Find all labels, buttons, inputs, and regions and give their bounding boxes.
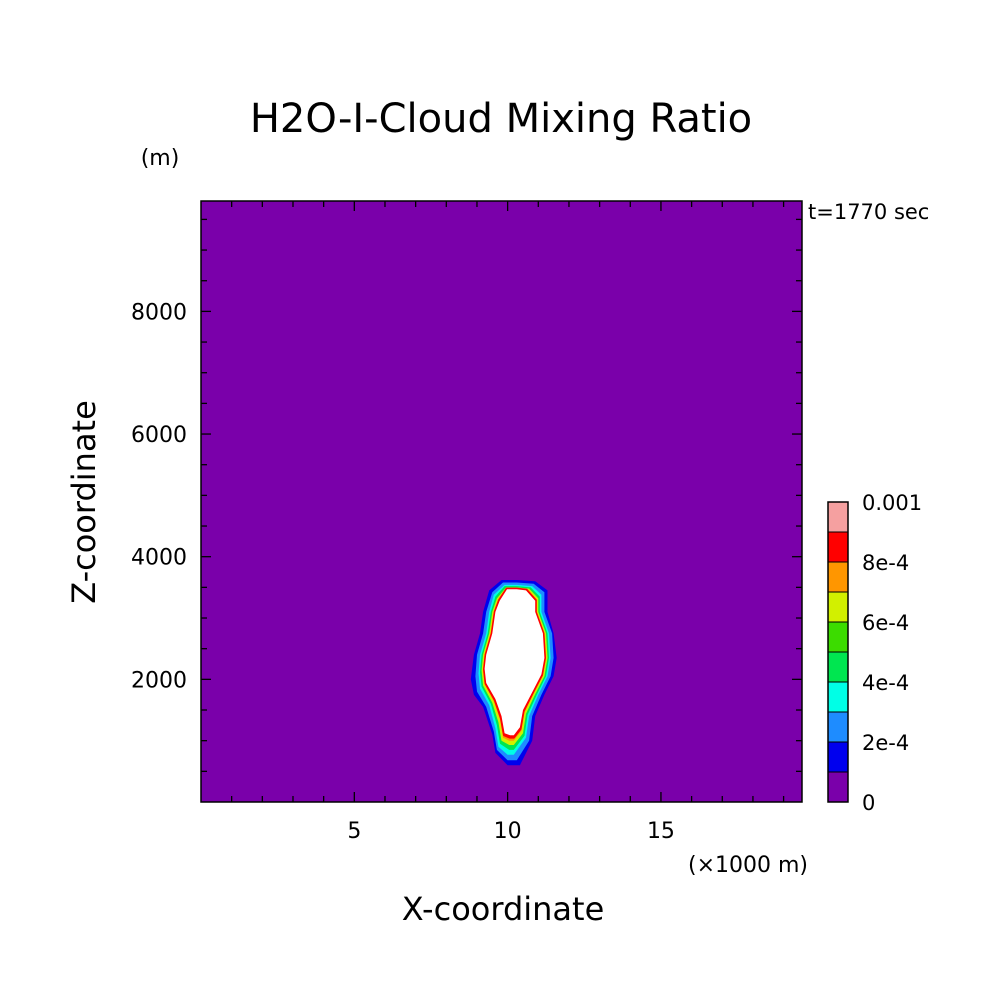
colorbar-label: 6e-4 bbox=[862, 611, 909, 635]
colorbar-swatch bbox=[827, 501, 849, 533]
colorbar: 0 2e-4 4e-4 6e-4 8e-4 0.001 bbox=[827, 491, 922, 815]
time-label: t=1770 sec bbox=[808, 200, 929, 224]
y-axis-label: Z-coordinate bbox=[65, 400, 103, 604]
x-tick-label: 15 bbox=[647, 819, 675, 844]
colorbar-swatch bbox=[827, 681, 849, 713]
colorbar-swatch bbox=[827, 741, 849, 773]
colorbar-label: 0 bbox=[862, 791, 875, 815]
colorbar-label: 2e-4 bbox=[862, 731, 909, 755]
x-tick-label: 5 bbox=[347, 819, 361, 844]
colorbar-label: 4e-4 bbox=[862, 671, 909, 695]
colorbar-label: 0.001 bbox=[862, 491, 922, 515]
plot-area bbox=[201, 201, 802, 802]
cloud-contour-7 bbox=[484, 589, 545, 736]
axes: 5 10 15 2000 4000 6000 8000 bbox=[131, 200, 803, 844]
y-tick-label: 2000 bbox=[131, 668, 187, 693]
colorbar-swatch bbox=[827, 651, 849, 683]
colorbar-swatch bbox=[827, 561, 849, 593]
colorbar-swatch bbox=[827, 621, 849, 653]
y-tick-label: 8000 bbox=[131, 300, 187, 325]
colorbar-swatch bbox=[827, 771, 849, 803]
colorbar-swatch bbox=[827, 531, 849, 563]
x-tick-label: 10 bbox=[494, 819, 522, 844]
y-axis-unit: (m) bbox=[141, 146, 180, 171]
colorbar-swatch bbox=[827, 591, 849, 623]
x-axis-label: X-coordinate bbox=[402, 890, 605, 928]
colorbar-swatch bbox=[827, 711, 849, 743]
plot-frame bbox=[200, 200, 803, 803]
y-tick-label: 4000 bbox=[131, 546, 187, 571]
colorbar-frame bbox=[827, 501, 849, 803]
x-axis-unit: (×1000 m) bbox=[688, 853, 808, 878]
chart-title: H2O-I-Cloud Mixing Ratio bbox=[250, 96, 752, 142]
y-tick-label: 6000 bbox=[131, 423, 187, 448]
colorbar-label: 8e-4 bbox=[862, 551, 909, 575]
